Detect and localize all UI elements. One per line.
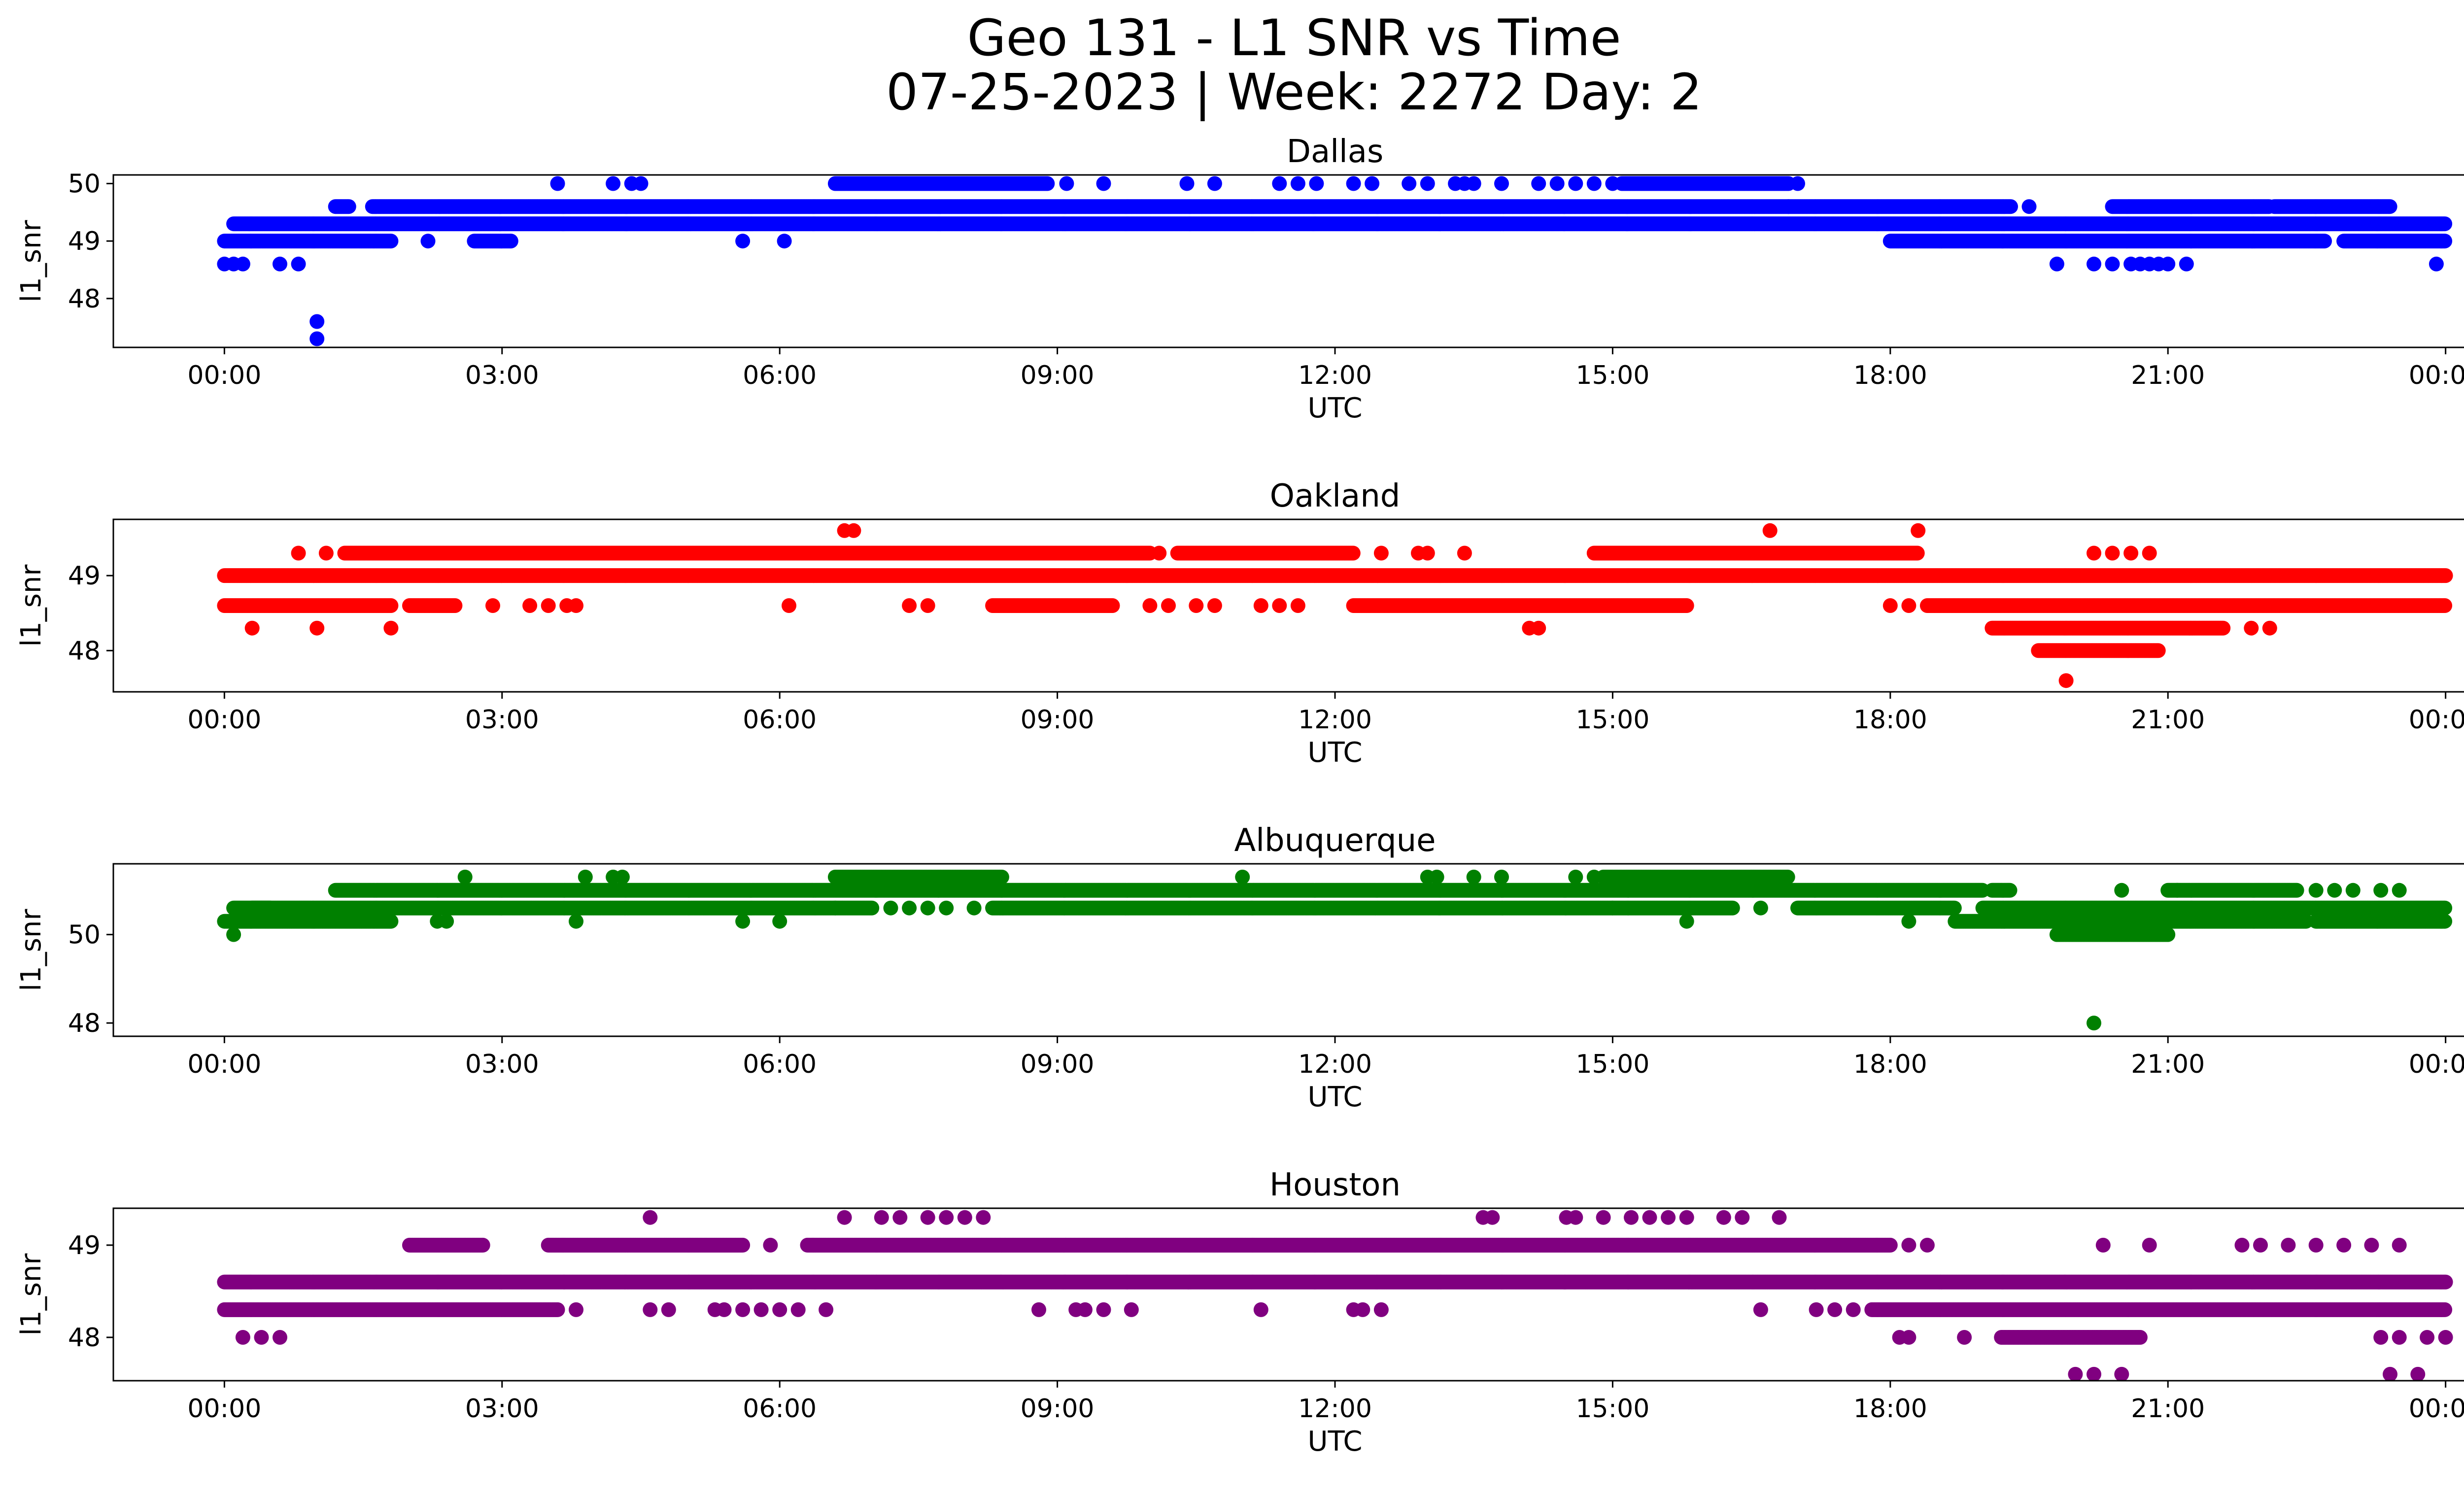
data-point xyxy=(291,257,306,272)
data-point xyxy=(504,234,518,248)
data-point xyxy=(1587,176,1602,191)
series-4 xyxy=(217,257,2444,272)
data-point xyxy=(634,176,649,191)
data-point xyxy=(777,234,792,248)
x-tick-label: 12:00 xyxy=(1298,361,1372,390)
y-tick-label: 48 xyxy=(68,284,101,314)
data-point xyxy=(2437,234,2452,248)
x-tick-label: 06:00 xyxy=(743,361,817,390)
data-point xyxy=(1420,176,1435,191)
data-point xyxy=(1180,176,1195,191)
data-point xyxy=(1531,176,1546,191)
data-point xyxy=(2022,199,2037,214)
x-axis-label: UTC xyxy=(1307,392,1362,424)
x-tick-label: 09:00 xyxy=(1021,361,1095,390)
x-tick-label: 18:00 xyxy=(1853,361,1927,390)
data-point xyxy=(1467,176,1481,191)
series-3 xyxy=(550,176,1806,191)
data-point xyxy=(1309,176,1324,191)
series-1 xyxy=(217,234,2452,248)
data-point xyxy=(1207,176,1222,191)
data-point xyxy=(342,199,356,214)
figure-title-line1: Geo 131 - L1 SNR vs Time xyxy=(967,9,1621,68)
data-point xyxy=(1272,176,1287,191)
data-point xyxy=(421,234,436,248)
data-point xyxy=(1605,176,1620,191)
series-5 xyxy=(309,314,324,329)
panel-title: Dallas xyxy=(1287,134,1384,170)
data-point xyxy=(2429,257,2444,272)
series-6 xyxy=(309,332,324,346)
x-tick-label: 00:00 xyxy=(2409,361,2464,390)
scatter-points xyxy=(217,523,2453,688)
data-point xyxy=(1346,176,1361,191)
data-point xyxy=(2383,199,2397,214)
data-point xyxy=(1550,176,1565,191)
data-point xyxy=(2105,257,2120,272)
series-0 xyxy=(217,568,2453,583)
series-0 xyxy=(226,216,2452,231)
data-point xyxy=(1790,176,1805,191)
data-point xyxy=(606,176,620,191)
data-point xyxy=(2317,234,2332,248)
series-2 xyxy=(328,199,2397,214)
data-point xyxy=(2050,257,2064,272)
data-point xyxy=(2437,216,2452,231)
data-point xyxy=(1059,176,1074,191)
y-axis-label: l1_snr xyxy=(15,220,47,303)
data-point xyxy=(2003,199,2018,214)
data-point xyxy=(1096,176,1111,191)
x-tick-label: 21:00 xyxy=(2131,361,2205,390)
data-point xyxy=(2179,257,2194,272)
figure-title-line2: 07-25-2023 | Week: 2272 Day: 2 xyxy=(886,63,1702,122)
x-tick-label: 00:00 xyxy=(187,361,261,390)
data-point xyxy=(309,332,324,346)
x-tick-label: 03:00 xyxy=(465,361,539,390)
y-tick-label: 50 xyxy=(68,170,101,199)
data-point xyxy=(236,257,250,272)
data-point xyxy=(1291,176,1305,191)
data-point xyxy=(1365,176,1379,191)
data-point xyxy=(1040,176,1055,191)
panel-dallas: Dallas 00:00 03:00 06:00 09:00 12:00 15:00 18:0… xyxy=(15,134,2464,424)
data-point xyxy=(2160,257,2175,272)
data-point xyxy=(2087,257,2101,272)
data-point xyxy=(550,176,565,191)
data-point xyxy=(735,234,750,248)
y-tick-label: 49 xyxy=(68,227,101,256)
data-point xyxy=(309,314,324,329)
scatter-points xyxy=(217,176,2452,346)
data-point xyxy=(1494,176,1509,191)
panel-title: Oakland xyxy=(1270,478,1401,514)
data-point xyxy=(273,257,287,272)
data-point xyxy=(1402,176,1416,191)
data-point xyxy=(1568,176,1583,191)
x-tick-label: 15:00 xyxy=(1575,361,1649,390)
data-point xyxy=(383,234,398,248)
